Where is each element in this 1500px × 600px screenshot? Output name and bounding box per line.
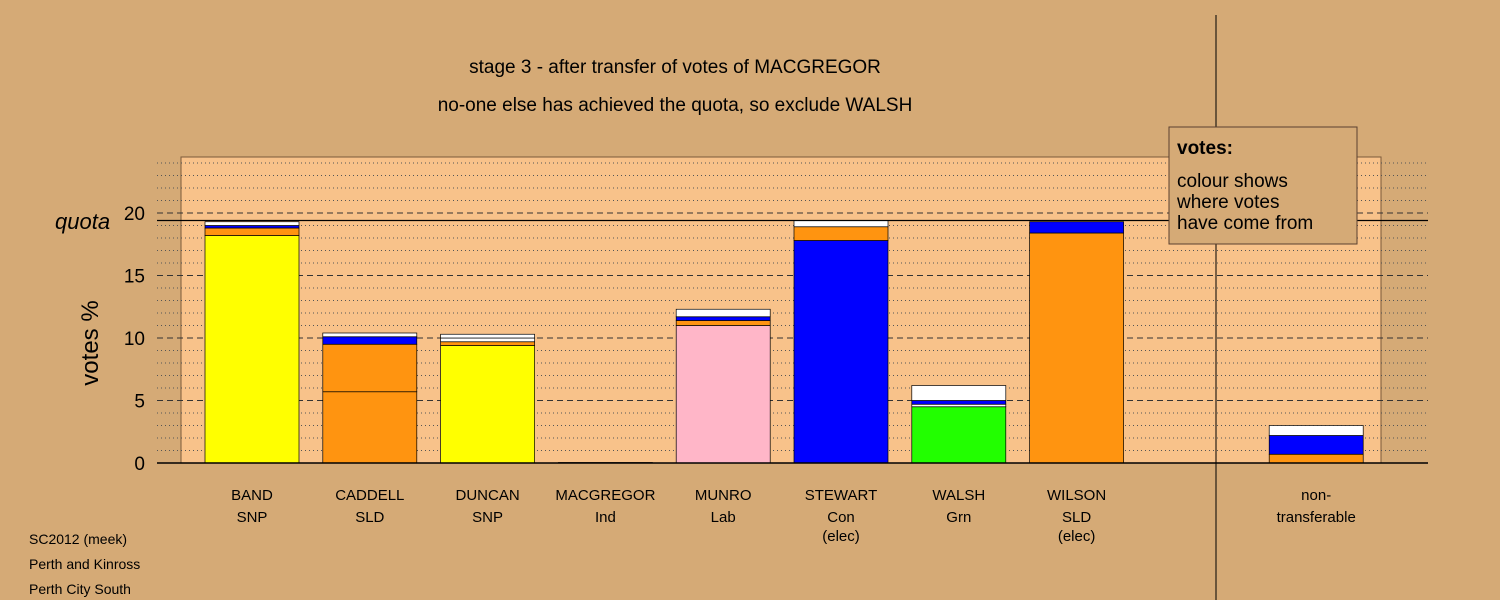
bar-segment (204, 235, 300, 464)
legend-line: have come from (1177, 213, 1313, 234)
y-tick-labels: 0 5 10 15 20 (124, 204, 145, 475)
footer: SC2012 (meek) Perth and Kinross Perth Ci… (29, 531, 140, 597)
category-party-label: transferable (1277, 509, 1356, 526)
category-party-label: SLD (1062, 509, 1091, 526)
chart-title: stage 3 - after transfer of votes of MAC… (469, 57, 881, 78)
bar-segment (1268, 453, 1364, 464)
footer-line: Perth City South (29, 581, 131, 597)
y-axis-label: votes % (77, 300, 104, 385)
bar-segment (911, 403, 1007, 408)
bar-segment (911, 400, 1007, 405)
bar-segment (322, 336, 418, 345)
category-party-label: Grn (946, 509, 971, 526)
category-name-label: DUNCAN (456, 487, 520, 504)
bar-segment (322, 343, 418, 393)
footer-line: SC2012 (meek) (29, 531, 127, 547)
bar-segment (1029, 232, 1124, 464)
category-name-label: MUNRO (695, 487, 752, 504)
category-name-label: BAND (231, 487, 273, 504)
category-party-label: SLD (355, 509, 384, 526)
bar-segment (440, 345, 535, 464)
bar-segment (675, 325, 771, 464)
bar-segment (204, 221, 300, 226)
x-tick-labels: BAND SNP CADDELL SLD DUNCAN SNP MACGREGOR Ind MU… (231, 487, 1356, 545)
y-tick-label: 0 (134, 454, 145, 475)
bar-segment (793, 226, 889, 241)
legend-line: colour shows (1177, 171, 1288, 192)
bar-segment (675, 308, 771, 318)
bar-segment (911, 385, 1007, 401)
bar-segment (675, 316, 771, 321)
category-name-label: non- (1301, 487, 1331, 504)
category-party-label: Lab (711, 509, 736, 526)
category-name-label: WALSH (932, 487, 985, 504)
footer-line: Perth and Kinross (29, 556, 140, 572)
bar-segment (1268, 425, 1364, 436)
y-tick-label: 5 (134, 392, 145, 413)
bar-segment (204, 225, 300, 229)
bar-segment (204, 227, 300, 236)
legend-box (1168, 126, 1358, 245)
category-party-label: SNP (237, 509, 268, 526)
category-note-label: (elec) (822, 528, 860, 545)
chart-subtitle: no-one else has achieved the quota, so e… (438, 95, 913, 116)
bar-segment (1029, 221, 1124, 234)
category-party-label: Ind (595, 509, 616, 526)
bar-segment (911, 406, 1007, 464)
bar-segment (322, 391, 418, 464)
bar-segment (322, 332, 418, 338)
legend: votes: colour shows where votes have com… (1168, 126, 1358, 245)
quota-label: quota (55, 209, 110, 234)
y-tick-label: 20 (124, 204, 145, 225)
bars (204, 220, 1364, 464)
category-party-label: SNP (472, 509, 503, 526)
y-tick-label: 10 (124, 329, 145, 350)
legend-heading: votes: (1177, 138, 1233, 159)
category-name-label: WILSON (1047, 487, 1106, 504)
category-name-label: CADDELL (335, 487, 404, 504)
category-party-label: Con (827, 509, 855, 526)
category-name-label: STEWART (805, 487, 878, 504)
bar-segment (793, 240, 889, 464)
bar-segment (440, 337, 535, 343)
y-tick-label: 15 (124, 267, 145, 288)
category-note-label: (elec) (1058, 528, 1096, 545)
legend-line: where votes (1176, 192, 1279, 213)
bar-segment (793, 220, 889, 228)
bar-segment (1268, 435, 1364, 455)
bar-segment (440, 341, 535, 346)
bar-segment (675, 320, 771, 326)
category-name-label: MACGREGOR (555, 487, 655, 504)
bar-segment (440, 333, 535, 339)
